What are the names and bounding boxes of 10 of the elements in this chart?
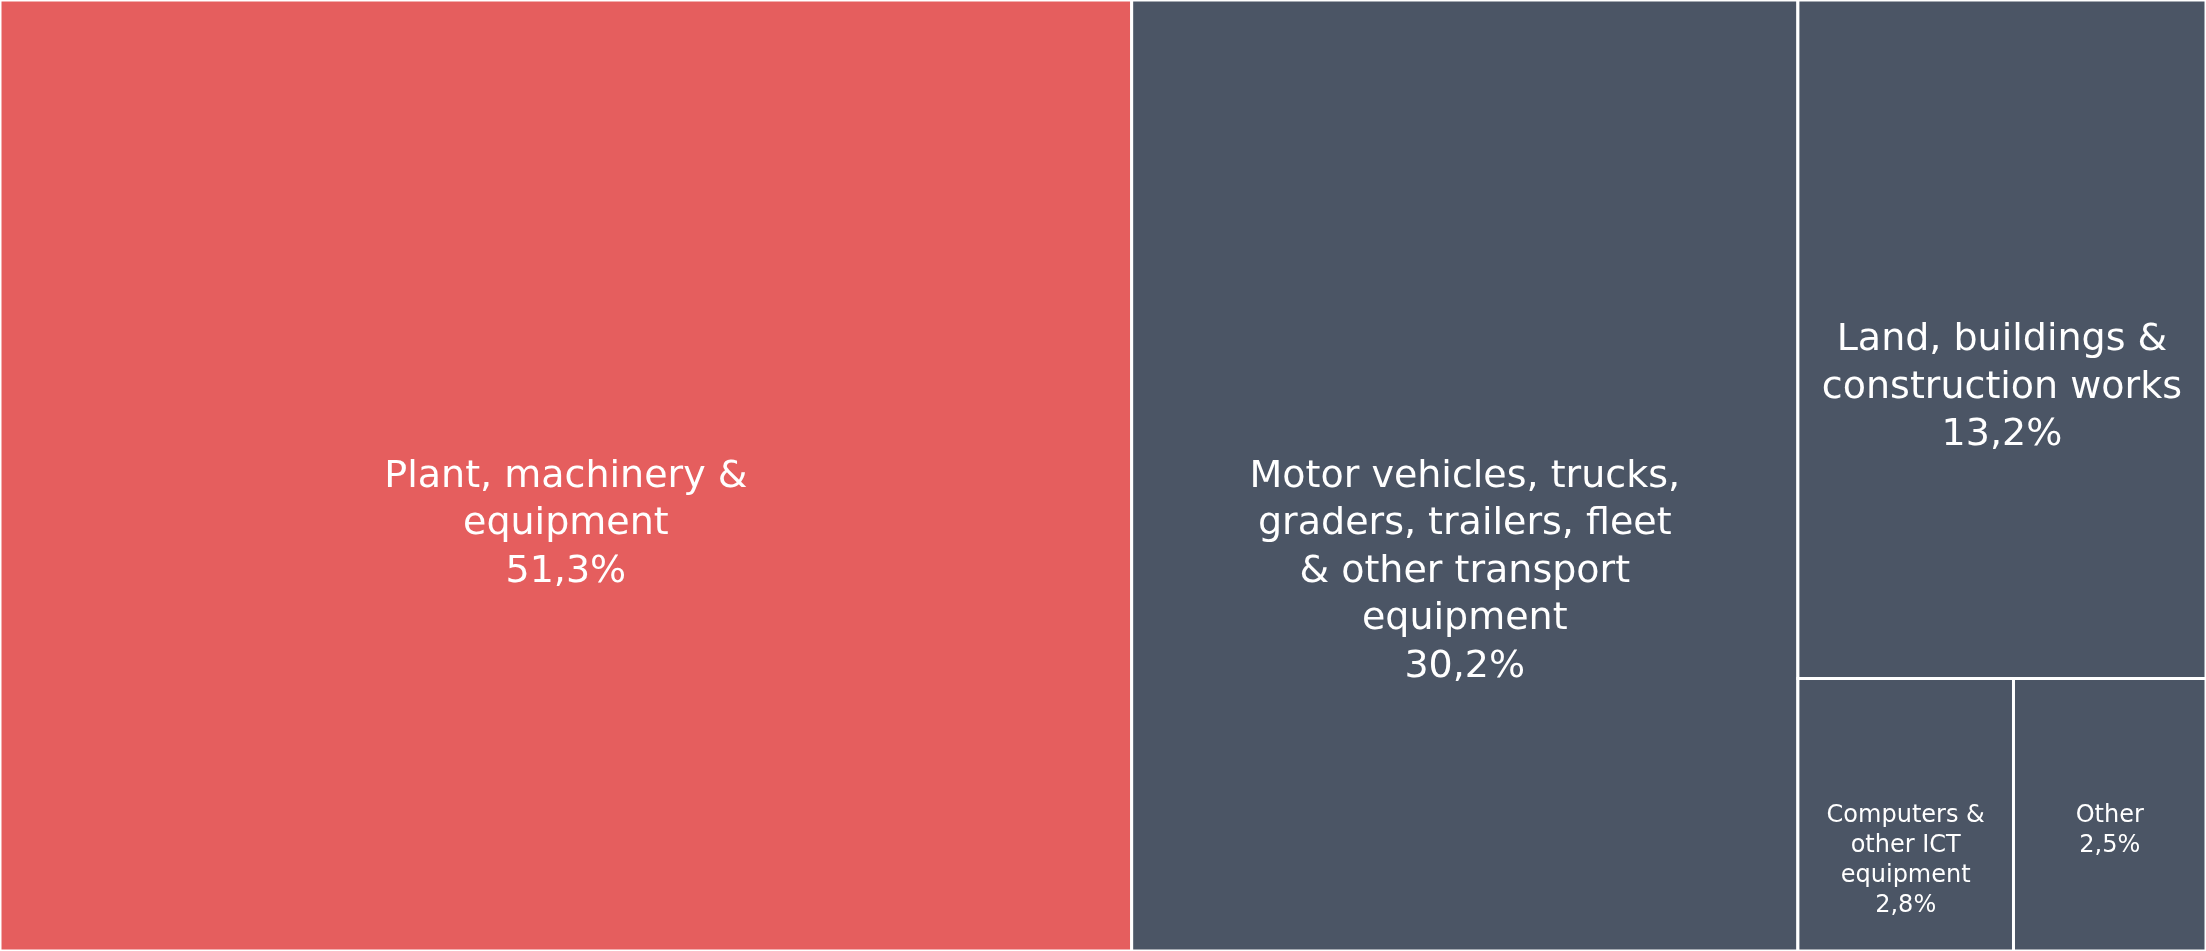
data-label: 30,2%	[1404, 641, 1526, 686]
data-label: 2,5%	[2079, 829, 2141, 858]
category-label: Plant, machinery & equipment	[384, 451, 748, 543]
category-label: Computers & other ICT equipment	[1826, 799, 1985, 888]
data-label: 2,8%	[1875, 889, 1937, 918]
data-label: 13,2%	[1941, 410, 2063, 455]
data-label: 51,3%	[505, 546, 627, 591]
category-label: Other	[2075, 799, 2144, 828]
category-label: Motor vehicles, trucks, graders, trailers, fleet & other transport equipment	[1249, 451, 1681, 638]
category-label: Land, buildings & construction works	[1821, 315, 2183, 407]
